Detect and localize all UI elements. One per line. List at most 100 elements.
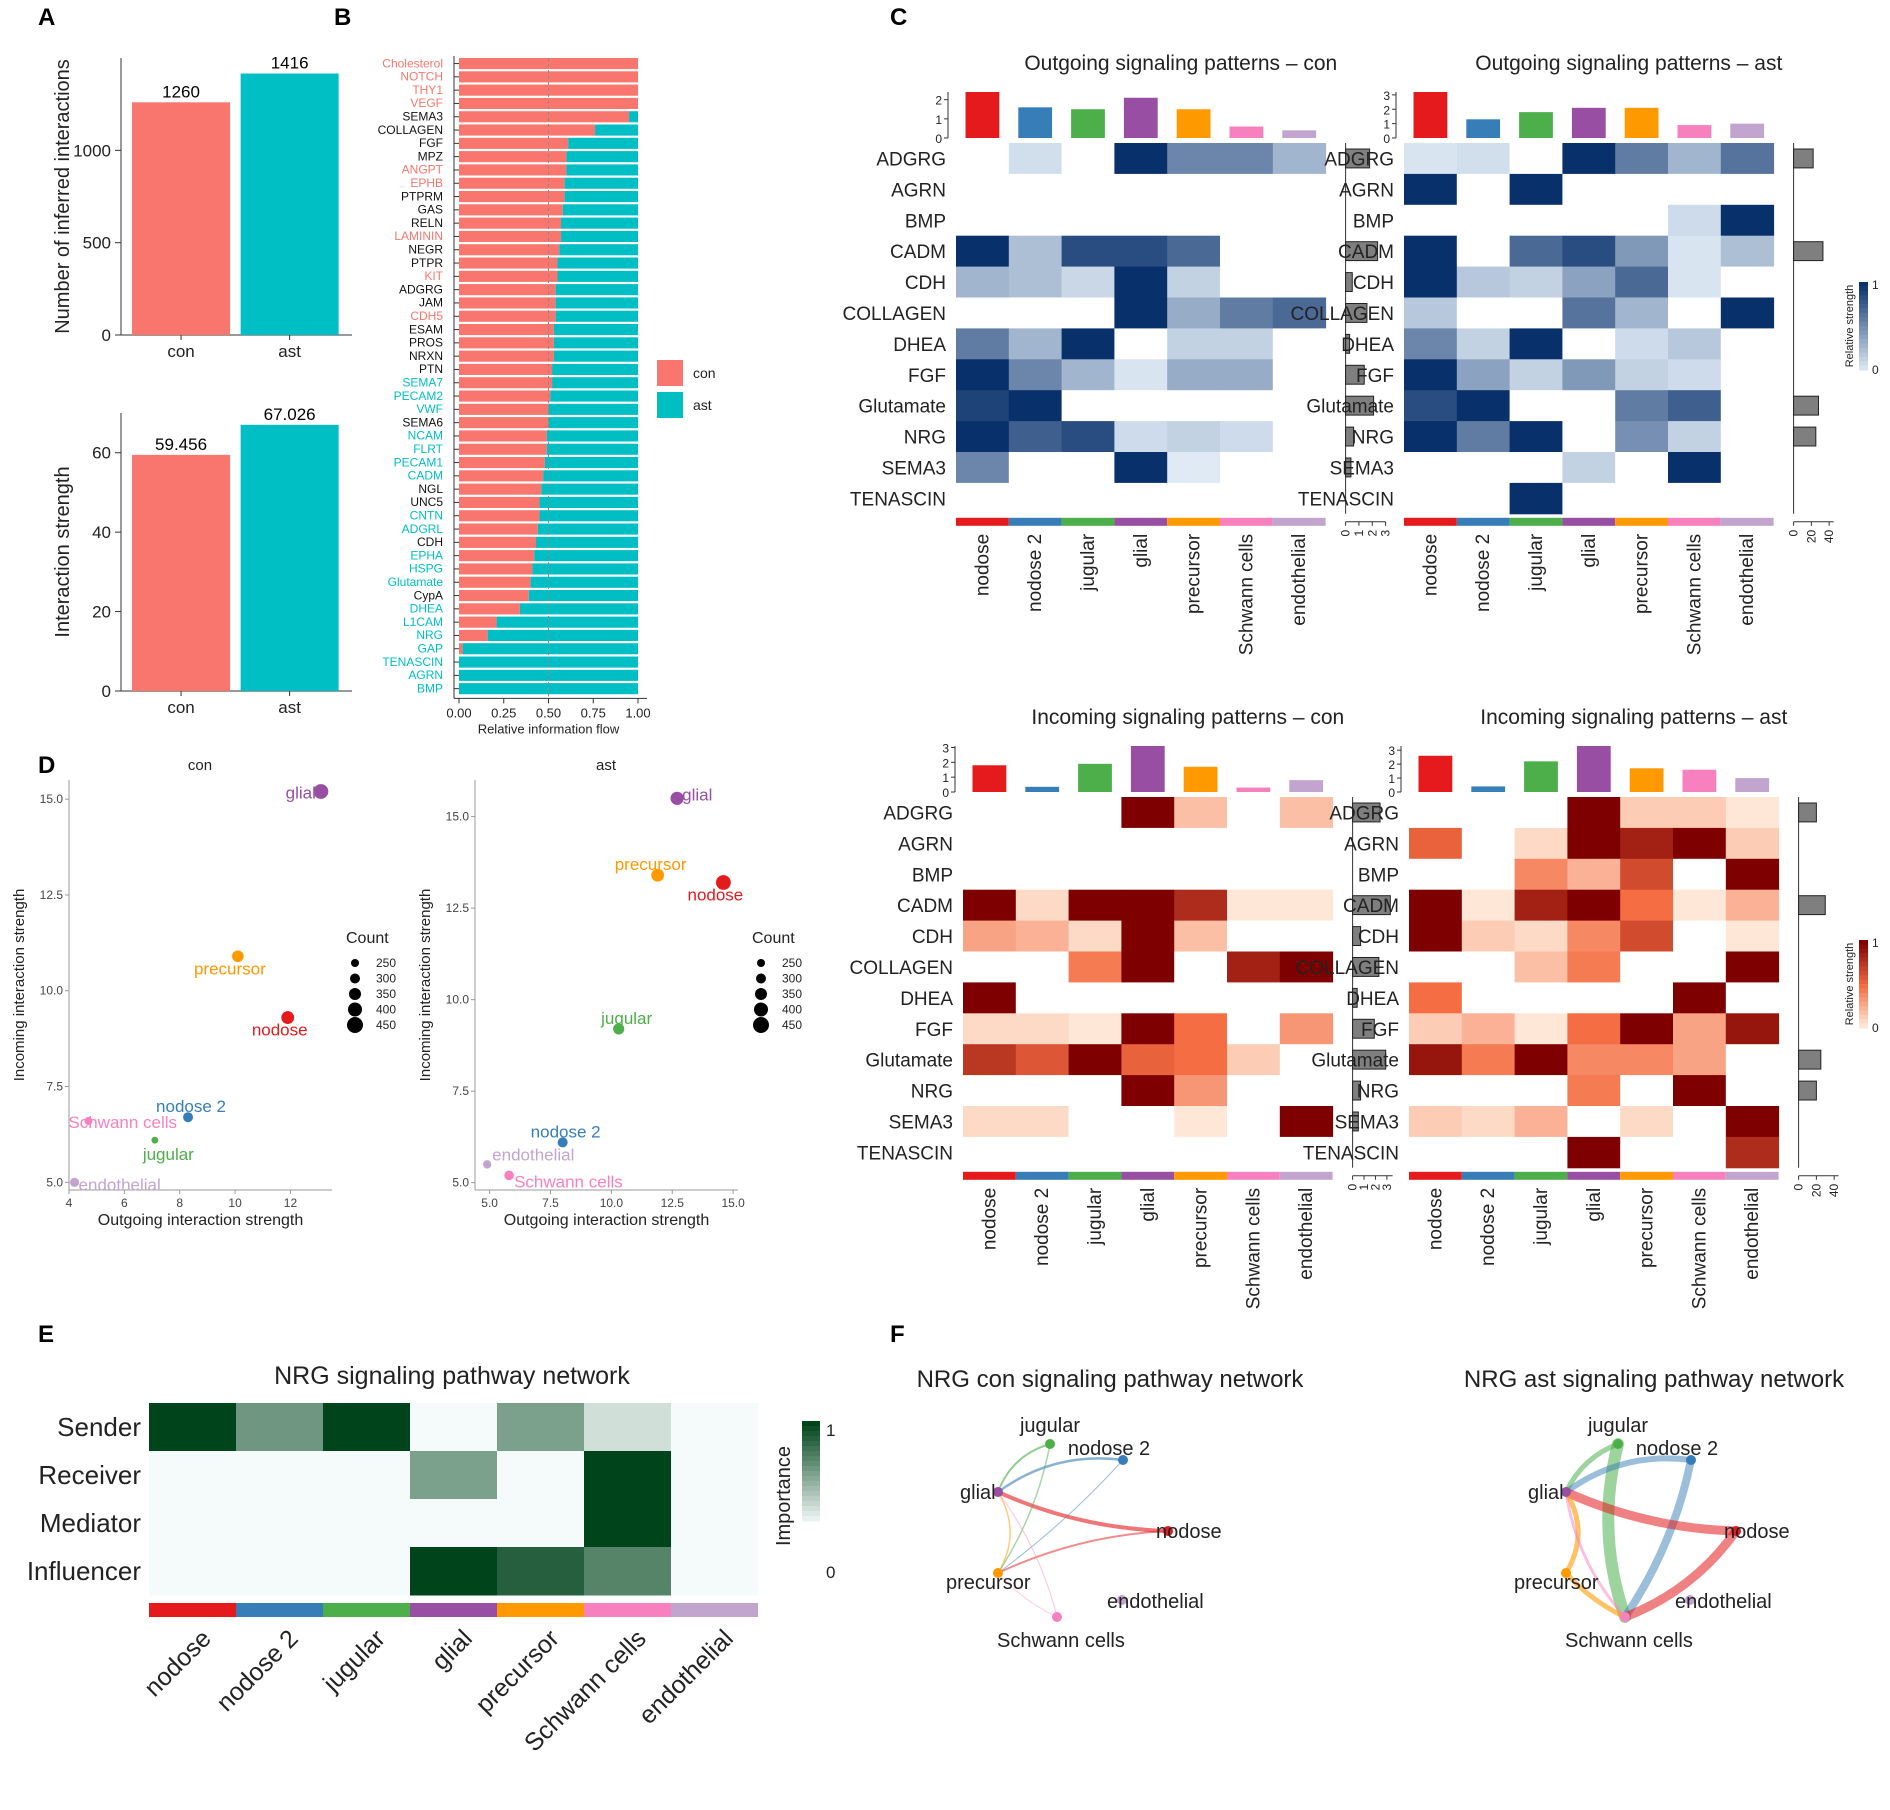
top-bar-nodose 2 [1466, 119, 1501, 138]
heatmap-cell [1509, 266, 1563, 298]
flow-bar-con [459, 430, 547, 442]
heatmap-cell [671, 1499, 759, 1548]
y-tick-label: 1000 [73, 141, 111, 160]
heatmap-cell [1279, 797, 1334, 829]
flow-bar-con [459, 191, 565, 203]
heatmap-cell [1668, 297, 1722, 329]
heatmap-cell [1668, 143, 1722, 175]
heatmap-cell [1620, 1106, 1674, 1138]
flow-bar-ast [595, 124, 638, 136]
cell-type-strip-jugular [1068, 1171, 1122, 1180]
bar-value-label: 67.026 [264, 405, 316, 424]
colorbar-blue [1859, 317, 1868, 323]
cell-type-strip-endothelial [1279, 1171, 1333, 1180]
heatmap-cell [671, 1403, 759, 1452]
colorbar-blue [1859, 343, 1868, 349]
pathway-label: PECAM1 [394, 455, 444, 469]
heatmap-cell [1279, 1075, 1334, 1107]
legend-swatch-con [657, 360, 683, 386]
heatmap-cell [1567, 827, 1621, 860]
heatmap-cell [1279, 982, 1334, 1014]
legend-label-con: con [693, 365, 716, 381]
heatmap-cell [1121, 858, 1175, 891]
heatmap-cell [1456, 266, 1511, 298]
heatmap-cell [1615, 482, 1669, 515]
cell-type-strip-glial [1121, 1171, 1175, 1180]
network-edge [996, 1490, 1170, 1533]
heatmap-cell [963, 982, 1017, 1014]
column-label: jugular [1078, 533, 1099, 592]
y-tick-label: 5.0 [452, 1176, 469, 1190]
row-label: Glutamate [865, 1051, 953, 1072]
colorbar-red [1859, 975, 1868, 981]
colorbar-red [1859, 988, 1868, 994]
row-label: CDH [905, 273, 946, 294]
network-node-jugular [1045, 1439, 1055, 1449]
heatmap-cell [1725, 1044, 1780, 1076]
right-bar [1345, 148, 1371, 169]
pathway-label: SEMA3 [402, 110, 443, 124]
column-label: jugular [1531, 1187, 1552, 1246]
top-bar-tick-label: 2 [1388, 758, 1395, 772]
heatmap-cell [1461, 920, 1516, 952]
flow-bar-con [459, 177, 565, 189]
pathway-label: RELN [411, 216, 443, 230]
point-nodose [715, 875, 731, 890]
colorbar-blue [1859, 334, 1868, 340]
heatmap-cell [1220, 204, 1274, 237]
column-label: nodose [139, 1624, 217, 1702]
heatmap-cell [1015, 920, 1070, 952]
heatmap-cell [1514, 1044, 1568, 1076]
heatmap-cell [1615, 297, 1669, 329]
pathway-label: NGL [418, 482, 443, 496]
cell-type-strip-jugular [1509, 517, 1563, 526]
right-bar [1793, 426, 1817, 447]
right-bar [1798, 895, 1826, 916]
heatmap-cell [1404, 359, 1458, 391]
flow-bar-con [459, 470, 544, 482]
colorbar-blue [1859, 308, 1868, 314]
right-bar-tick-label: 3 [1379, 529, 1393, 536]
heatmap-cell [1061, 235, 1115, 268]
colorbar-blue [1859, 326, 1868, 331]
heatmap-cell [1121, 1136, 1175, 1169]
heatmap-cell [1227, 1044, 1281, 1076]
colorbar-green [802, 1426, 820, 1432]
flow-bar-con [459, 550, 535, 562]
cell-type-strip-nodose 2 [1008, 517, 1062, 526]
legend-size-marker [351, 959, 359, 967]
node-label: Schwann cells [997, 1630, 1125, 1652]
colorbar-tick-label: 1 [1872, 278, 1879, 292]
flow-bar-ast [564, 191, 638, 203]
top-bar-Schwann cells [1236, 787, 1271, 792]
colorbar-red [1859, 966, 1868, 972]
network-title: NRG con signaling pathway network [917, 1366, 1305, 1393]
top-bar-nodose 2 [1471, 786, 1506, 792]
legend-size-marker [348, 1002, 362, 1017]
x-tick-label: 1.00 [625, 705, 650, 720]
heatmap-cell [1725, 1013, 1780, 1045]
node-label: endothelial [1675, 1591, 1772, 1613]
heatmap-cell [1562, 297, 1616, 329]
legend-size-label: 350 [376, 987, 396, 1001]
heatmap-cell [410, 1403, 498, 1452]
heatmap-cell [1567, 889, 1621, 922]
point-label: nodose [687, 886, 743, 905]
flow-bar-ast [553, 350, 638, 362]
heatmap-cell [1121, 1013, 1175, 1045]
flow-bar-con [459, 337, 554, 349]
point-nodose [281, 1011, 295, 1024]
pathway-label: NOTCH [400, 70, 443, 84]
network-edge [1563, 1489, 1581, 1576]
heatmap-cell [1409, 889, 1463, 922]
heatmap-cell [1061, 204, 1115, 237]
heatmap-cell [1068, 797, 1122, 829]
heatmap-cell [1227, 889, 1281, 922]
top-bar-tick-label: 3 [942, 741, 949, 755]
row-label: COLLAGEN [1296, 958, 1399, 979]
legend-size-marker [754, 1002, 768, 1017]
heatmap-cell [1167, 452, 1221, 484]
pathway-label: L1CAM [403, 615, 443, 629]
colorbar-red [1859, 1001, 1868, 1007]
heatmap-cell [1114, 421, 1168, 453]
